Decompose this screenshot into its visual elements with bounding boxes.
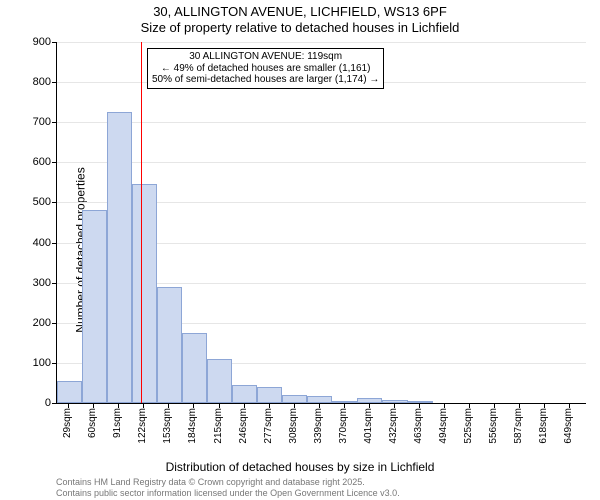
ytick-label: 800 xyxy=(33,76,51,88)
xtick-label: 29sqm xyxy=(62,408,73,438)
ytick-label: 400 xyxy=(33,237,51,249)
ytick-label: 100 xyxy=(33,357,51,369)
histogram-bar xyxy=(357,398,382,403)
credit-line-1: Contains HM Land Registry data © Crown c… xyxy=(56,477,400,488)
ytick-label: 700 xyxy=(33,116,51,128)
annotation-box: 30 ALLINGTON AVENUE: 119sqm← 49% of deta… xyxy=(147,48,384,89)
histogram-bar xyxy=(382,400,407,403)
xtick-label: 463sqm xyxy=(413,408,424,444)
ytick-mark xyxy=(52,363,57,364)
xtick-label: 122sqm xyxy=(137,408,148,444)
histogram-bar xyxy=(57,381,82,403)
property-marker-line xyxy=(141,42,142,403)
ytick-mark xyxy=(52,403,57,404)
chart-title: 30, ALLINGTON AVENUE, LICHFIELD, WS13 6P… xyxy=(0,4,600,20)
ytick-mark xyxy=(52,162,57,163)
ytick-label: 500 xyxy=(33,196,51,208)
histogram-bar xyxy=(232,385,257,403)
xtick-label: 339sqm xyxy=(313,408,324,444)
ytick-label: 200 xyxy=(33,317,51,329)
chart-container: 30, ALLINGTON AVENUE, LICHFIELD, WS13 6P… xyxy=(0,0,600,500)
annotation-line: 30 ALLINGTON AVENUE: 119sqm xyxy=(152,51,379,63)
xtick-label: 91sqm xyxy=(112,408,123,438)
histogram-bar xyxy=(282,395,307,403)
xtick-label: 308sqm xyxy=(288,408,299,444)
x-axis-label: Distribution of detached houses by size … xyxy=(0,460,600,474)
xtick-label: 618sqm xyxy=(538,408,549,444)
histogram-bar xyxy=(307,396,332,403)
gridline-h xyxy=(57,122,586,123)
xtick-label: 153sqm xyxy=(162,408,173,444)
plot-area: 010020030040050060070080090029sqm60sqm91… xyxy=(56,42,586,404)
histogram-bar xyxy=(157,287,182,403)
ytick-mark xyxy=(52,202,57,203)
xtick-label: 246sqm xyxy=(238,408,249,444)
credit-line-2: Contains public sector information licen… xyxy=(56,488,400,499)
xtick-label: 184sqm xyxy=(187,408,198,444)
histogram-bar xyxy=(207,359,232,403)
gridline-h xyxy=(57,42,586,43)
ytick-label: 0 xyxy=(45,397,51,409)
ytick-mark xyxy=(52,323,57,324)
histogram-bar xyxy=(257,387,282,403)
xtick-label: 649sqm xyxy=(563,408,574,444)
histogram-bar xyxy=(132,184,157,403)
ytick-mark xyxy=(52,283,57,284)
histogram-bar xyxy=(408,401,433,403)
annotation-line: 50% of semi-detached houses are larger (… xyxy=(152,74,379,86)
histogram-bar xyxy=(107,112,132,403)
ytick-mark xyxy=(52,42,57,43)
ytick-mark xyxy=(52,122,57,123)
chart-subtitle: Size of property relative to detached ho… xyxy=(0,20,600,35)
credit-text: Contains HM Land Registry data © Crown c… xyxy=(56,477,400,499)
ytick-mark xyxy=(52,82,57,83)
histogram-bar xyxy=(332,401,357,403)
xtick-label: 556sqm xyxy=(488,408,499,444)
xtick-label: 432sqm xyxy=(388,408,399,444)
histogram-bar xyxy=(82,210,107,403)
xtick-label: 215sqm xyxy=(212,408,223,444)
ytick-label: 600 xyxy=(33,156,51,168)
gridline-h xyxy=(57,162,586,163)
annotation-line: ← 49% of detached houses are smaller (1,… xyxy=(152,63,379,75)
xtick-label: 494sqm xyxy=(438,408,449,444)
xtick-label: 370sqm xyxy=(338,408,349,444)
xtick-label: 60sqm xyxy=(87,408,98,438)
xtick-label: 587sqm xyxy=(513,408,524,444)
xtick-label: 277sqm xyxy=(263,408,274,444)
ytick-label: 900 xyxy=(33,36,51,48)
histogram-bar xyxy=(182,333,207,403)
ytick-label: 300 xyxy=(33,277,51,289)
xtick-label: 525sqm xyxy=(463,408,474,444)
ytick-mark xyxy=(52,243,57,244)
xtick-label: 401sqm xyxy=(363,408,374,444)
